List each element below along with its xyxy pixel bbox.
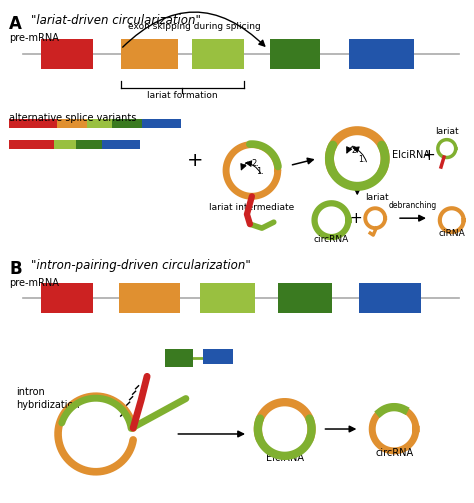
Text: exon skipping during splicing: exon skipping during splicing (128, 22, 261, 31)
Text: debranching: debranching (389, 201, 437, 210)
Bar (203, 350, 233, 364)
Text: "intron-pairing-driven circularization": "intron-pairing-driven circularization" (31, 259, 251, 272)
Text: pre-mRNA: pre-mRNA (9, 33, 59, 43)
Text: circRNA: circRNA (375, 448, 413, 458)
Bar (349, 39, 414, 69)
Text: EIciRNA: EIciRNA (392, 149, 430, 159)
Bar (192, 39, 244, 69)
Bar (41, 39, 93, 69)
Text: alternative splice variants: alternative splice variants (9, 113, 137, 123)
Bar (118, 283, 180, 313)
Text: 2.: 2. (352, 145, 359, 154)
Text: lariat intermediate: lariat intermediate (210, 203, 294, 212)
Bar (9, 119, 57, 128)
Bar (165, 350, 193, 367)
Text: +: + (422, 148, 435, 163)
Bar (76, 140, 102, 148)
Bar (121, 39, 178, 69)
Bar (54, 140, 76, 148)
Text: circRNA: circRNA (314, 235, 349, 244)
Text: +: + (349, 211, 362, 226)
Bar (142, 119, 182, 128)
Bar (9, 140, 54, 148)
Text: EIciRNA: EIciRNA (266, 453, 304, 463)
Bar (200, 283, 255, 313)
Text: pre-mRNA: pre-mRNA (9, 278, 59, 288)
Text: "lariat-driven circularization": "lariat-driven circularization" (31, 14, 201, 27)
Text: +: + (187, 150, 203, 170)
Bar (41, 283, 93, 313)
Text: 1.: 1. (359, 155, 366, 164)
Text: intron
hybridization: intron hybridization (16, 387, 80, 409)
Bar (278, 283, 332, 313)
Bar (112, 119, 142, 128)
Bar (57, 119, 87, 128)
Text: lariat formation: lariat formation (147, 91, 218, 100)
Bar (359, 283, 421, 313)
Text: B: B (9, 260, 22, 278)
Bar (270, 39, 319, 69)
Bar (87, 119, 112, 128)
Text: lariat: lariat (435, 127, 458, 136)
Text: 2.: 2. (251, 159, 259, 169)
Text: 1.: 1. (256, 167, 264, 177)
Bar (102, 140, 139, 148)
Text: lariat: lariat (365, 193, 389, 202)
Text: ciRNA: ciRNA (438, 229, 465, 238)
Text: A: A (9, 15, 22, 33)
